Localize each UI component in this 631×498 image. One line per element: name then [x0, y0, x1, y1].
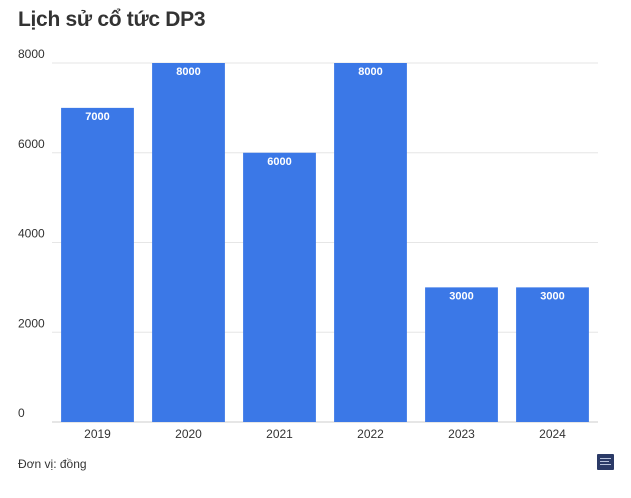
y-tick-label: 0 [18, 406, 25, 420]
bar-value-label: 8000 [176, 66, 200, 78]
bar-2019 [61, 107, 134, 422]
chart-title: Lịch sử cổ tức DP3 [18, 8, 206, 31]
x-tick-label: 2024 [539, 427, 566, 441]
x-tick-label: 2020 [175, 427, 202, 441]
x-tick-label: 2021 [266, 427, 293, 441]
bar-2022 [334, 63, 407, 422]
x-tick-label: 2023 [448, 427, 475, 441]
bars [61, 63, 589, 422]
y-tick-label: 4000 [18, 227, 45, 241]
gridlines [52, 62, 598, 423]
bar-value-label: 6000 [267, 156, 291, 168]
x-tick-label: 2022 [357, 427, 384, 441]
bar-2020 [152, 63, 225, 422]
y-axis-ticks: 0 2000 4000 6000 8000 [18, 47, 45, 420]
x-axis-ticks: 2019 2020 2021 2022 2023 2024 [84, 427, 566, 441]
bar-value-label: 3000 [449, 290, 473, 302]
x-tick-label: 2019 [84, 427, 111, 441]
y-tick-label: 8000 [18, 47, 45, 61]
bar-value-label: 3000 [540, 290, 564, 302]
bar-2023 [425, 287, 498, 422]
bar-2024 [516, 287, 589, 422]
bar-2021 [243, 152, 316, 422]
bar-value-label: 7000 [85, 111, 109, 123]
bar-value-label: 8000 [358, 66, 382, 78]
y-tick-label: 6000 [18, 137, 45, 151]
data-labels: 7000 8000 6000 8000 3000 3000 [85, 66, 564, 302]
y-tick-label: 2000 [18, 316, 45, 330]
unit-note: Đơn vị: đồng [18, 457, 87, 471]
brand-logo-icon [597, 454, 614, 470]
